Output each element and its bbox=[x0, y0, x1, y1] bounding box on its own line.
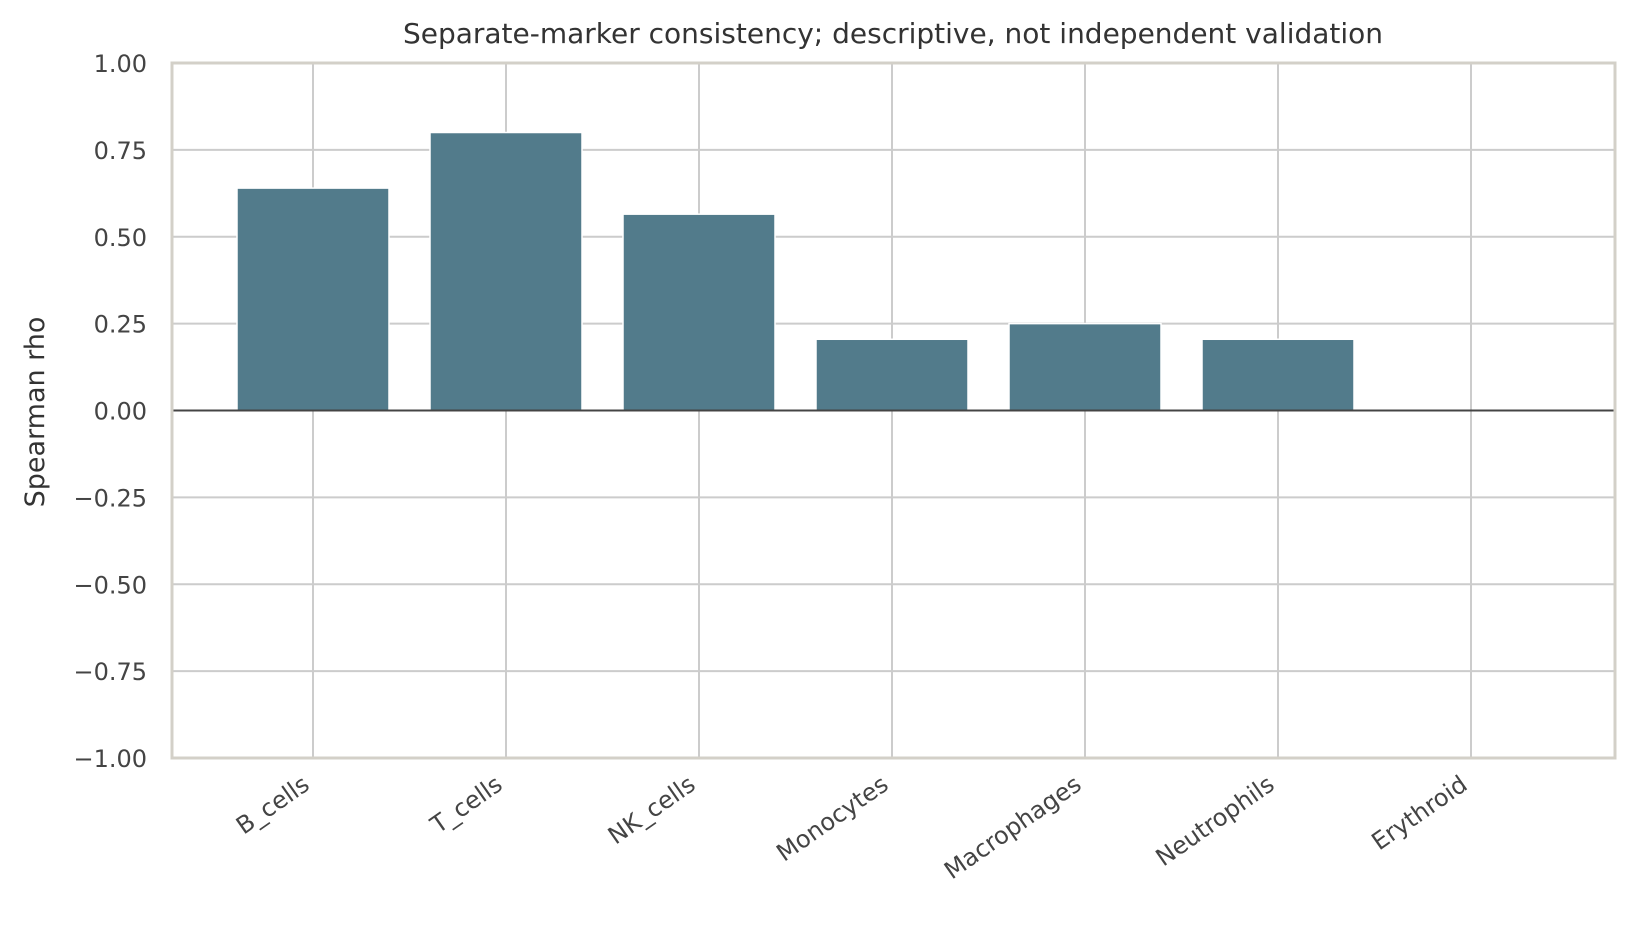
y-tick-label: −1.00 bbox=[73, 745, 147, 773]
x-tick-label: Monocytes bbox=[771, 770, 893, 867]
y-tick-label: 0.50 bbox=[94, 224, 147, 252]
x-tick-label: Macrophages bbox=[939, 770, 1086, 885]
bars bbox=[236, 131, 1355, 412]
x-tick-label: T_cells bbox=[425, 770, 508, 840]
chart-title: Separate-marker consistency; descriptive… bbox=[403, 17, 1383, 50]
y-axis-label: Spearman rho bbox=[20, 317, 51, 508]
x-tick-label: Neutrophils bbox=[1151, 770, 1280, 872]
bar-NK_cells bbox=[622, 213, 776, 412]
y-tick-label: −0.50 bbox=[73, 571, 147, 599]
y-tick-label: 1.00 bbox=[94, 50, 147, 78]
plot-frame bbox=[170, 61, 1617, 760]
bar-T_cells bbox=[429, 131, 583, 412]
y-tick-labels: 1.00 0.75 0.50 0.25 0.00 −0.25 −0.50 −0.75 −1.00 bbox=[73, 50, 147, 773]
y-tick-label: −0.75 bbox=[73, 658, 147, 686]
bar-Monocytes bbox=[815, 338, 969, 412]
y-tick-label: 0.75 bbox=[94, 137, 147, 165]
y-tick-label: −0.25 bbox=[73, 484, 147, 512]
bar-B_cells bbox=[236, 187, 390, 412]
x-tick-labels: B_cells T_cells NK_cells Monocytes Macrophag… bbox=[231, 770, 1472, 885]
x-tick-label: B_cells bbox=[231, 770, 314, 840]
x-tick-label: NK_cells bbox=[603, 770, 701, 850]
y-tick-label: 0.00 bbox=[94, 398, 147, 426]
bar-Macrophages bbox=[1008, 322, 1162, 412]
x-tick-label: Erythroid bbox=[1366, 770, 1472, 856]
bar-Neutrophils bbox=[1201, 338, 1355, 412]
y-tick-label: 0.25 bbox=[94, 311, 147, 339]
